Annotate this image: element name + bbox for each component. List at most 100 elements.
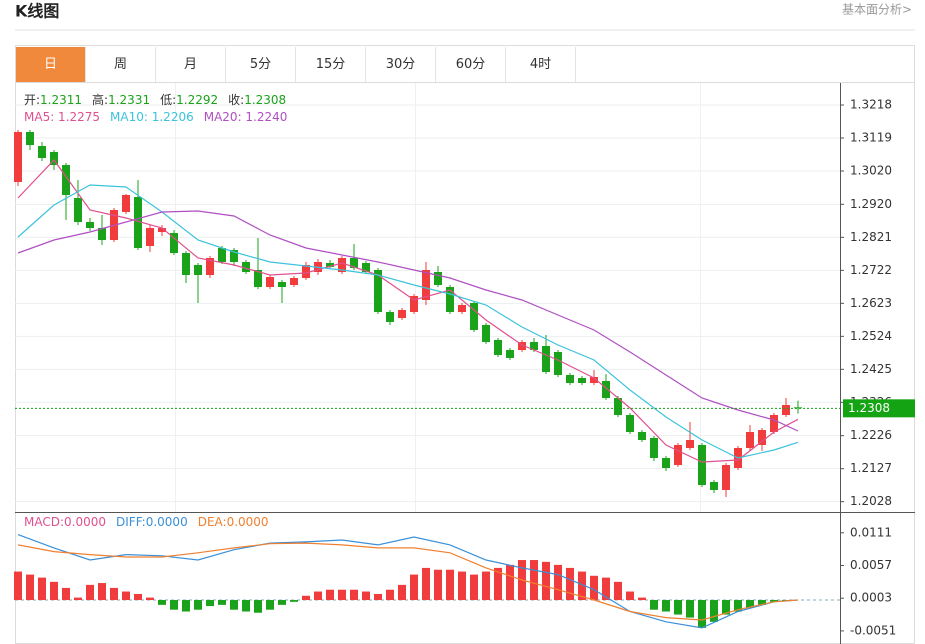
candle-body [434, 272, 442, 285]
macd-bar [458, 571, 466, 601]
candle-body [278, 282, 286, 287]
candle-body [398, 310, 406, 318]
candle-body [302, 265, 310, 278]
macd-bar [662, 600, 670, 612]
macd-bar [86, 584, 94, 601]
macd-legend: MACD:0.0000 DIFF:0.0000 DEA:0.0000 [24, 515, 279, 529]
candle-body [590, 377, 598, 383]
candle-body [770, 415, 778, 432]
y-tick-label: 1.3119 [850, 131, 892, 145]
tab[interactable]: 4时 [506, 47, 576, 82]
candle-body [242, 262, 250, 272]
y-tick-label: 1.2028 [850, 494, 892, 508]
page-title: K线图 [15, 2, 59, 21]
y-tick-label: 0.0111 [850, 525, 892, 539]
candle-body [386, 312, 394, 322]
macd-bar [758, 600, 766, 605]
tab[interactable]: 5分 [226, 47, 296, 82]
candle-body [98, 228, 106, 240]
macd-bar [146, 597, 154, 601]
macd-bar [674, 600, 682, 615]
candle-body [206, 258, 214, 275]
macd-bar [398, 584, 406, 601]
candle-body [194, 265, 202, 275]
macd-bar [110, 587, 118, 601]
candle-body [230, 250, 238, 262]
macd-bar [374, 593, 382, 601]
macd-bar [134, 593, 142, 601]
tab[interactable]: 60分 [436, 47, 506, 82]
macd-bar [602, 577, 610, 601]
macd-bar [14, 571, 22, 601]
candle-body [722, 465, 730, 490]
ohlc-item: 高:1.2331 [92, 93, 150, 107]
y-tick-label: 1.2623 [850, 296, 892, 310]
candle-body [182, 253, 190, 275]
candle-body [86, 222, 94, 228]
macd-bar [182, 600, 190, 612]
candle-body [38, 146, 46, 158]
candle-body [458, 305, 466, 312]
candle-body [662, 458, 670, 468]
candle-body [698, 445, 706, 485]
macd-bar [386, 589, 394, 601]
macd-bar [770, 600, 778, 602]
macd-bar [422, 567, 430, 601]
y-tick-label: 1.2722 [850, 263, 892, 277]
candle-body [326, 263, 334, 267]
candle-body [638, 432, 646, 440]
candle-body [446, 287, 454, 312]
y-tick-label: 0.0057 [850, 558, 892, 572]
legend-entry: DEA:0.0000 [197, 515, 269, 529]
macd-bar [554, 564, 562, 601]
candle-body [218, 248, 226, 262]
macd-bar [218, 600, 226, 605]
header-link[interactable]: 基本面分析> [842, 3, 912, 17]
macd-bar [614, 581, 622, 601]
candle-body [542, 346, 550, 372]
macd-bar [290, 600, 298, 602]
line-series [17, 542, 799, 621]
macd-bar [74, 597, 82, 601]
macd-bar [314, 591, 322, 601]
macd-bar [410, 574, 418, 601]
macd-bar [338, 589, 346, 601]
macd-bar [158, 600, 166, 605]
candle-body [362, 263, 370, 272]
macd-bar [362, 591, 370, 601]
macd-bar [494, 567, 502, 601]
ohlc-legend: 开:1.2311 高:1.2331 低:1.2292 收:1.2308 [24, 91, 296, 108]
tab[interactable]: 月 [156, 47, 226, 82]
tab[interactable]: 30分 [366, 47, 436, 82]
macd-bar [230, 600, 238, 610]
candle-body [758, 430, 766, 445]
ohlc-value: 1.2308 [244, 93, 287, 107]
ohlc-value: 1.2292 [176, 93, 219, 107]
tab[interactable]: 周 [86, 47, 156, 82]
y-tick-label: 1.3020 [850, 164, 892, 178]
candle-body [134, 197, 142, 248]
macd-bar [266, 600, 274, 610]
candle-body [710, 482, 718, 490]
macd-bar [242, 600, 250, 612]
macd-bar [194, 600, 202, 610]
macd-bar [746, 600, 754, 608]
macd-bar [254, 600, 262, 613]
candle-body [470, 303, 478, 330]
ohlc-value: 1.2331 [108, 93, 151, 107]
legend-entry: MA20: 1.2240 [203, 110, 288, 124]
candle-body [578, 378, 586, 383]
macd-bar [122, 591, 130, 601]
tab[interactable]: 日 [16, 47, 86, 82]
candle-body [566, 375, 574, 383]
macd-bar [566, 567, 574, 601]
candle-body [506, 350, 514, 358]
candle-body [494, 340, 502, 355]
candle-body [350, 258, 358, 268]
candle-body [554, 352, 562, 375]
tab[interactable]: 15分 [296, 47, 366, 82]
ohlc-item: 低:1.2292 [160, 93, 218, 107]
legend-entry: MA5: 1.2275 [24, 110, 101, 124]
macd-bar [278, 600, 286, 605]
